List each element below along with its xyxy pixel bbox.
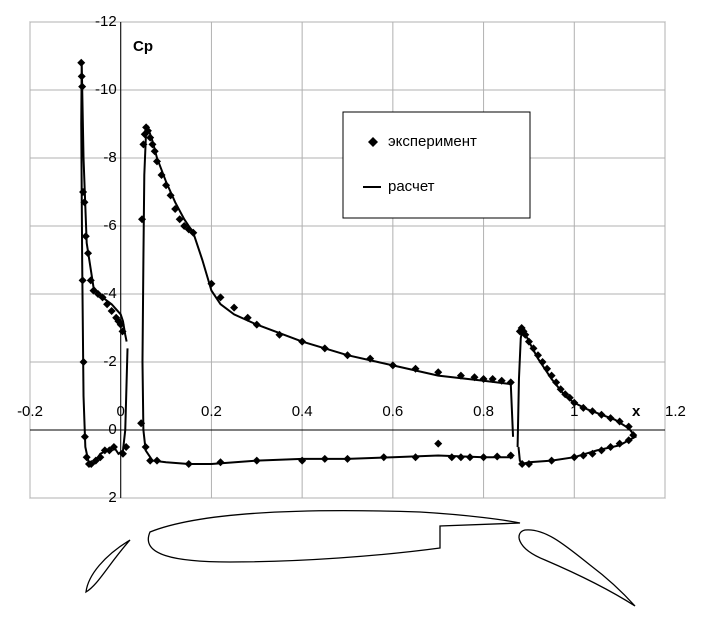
- flap: [518, 529, 636, 607]
- data-point: [298, 456, 307, 465]
- data-point: [175, 215, 184, 224]
- x-tick-label: 1: [570, 403, 578, 420]
- y-tick-label: -10: [95, 81, 117, 98]
- data-point: [624, 422, 633, 431]
- y-tick-label: -4: [103, 285, 116, 302]
- data-point: [506, 451, 515, 460]
- y-tick-label: 0: [108, 421, 116, 438]
- y-axis-label: Cp: [133, 38, 153, 55]
- data-point: [447, 453, 456, 462]
- legend-box: [342, 111, 531, 219]
- legend-label: эксперимент: [388, 133, 477, 150]
- data-point: [230, 303, 239, 312]
- x-tick-label: 0.6: [382, 403, 403, 420]
- legend-label: расчет: [388, 178, 435, 195]
- y-tick-label: -8: [103, 149, 116, 166]
- legend: эксперимент расчет: [342, 111, 531, 219]
- x-tick-label: -0.2: [17, 403, 43, 420]
- x-tick-label: 0.8: [473, 403, 494, 420]
- slat: [85, 539, 131, 594]
- x-tick-label: 0.2: [201, 403, 222, 420]
- y-tick-label: 2: [108, 489, 116, 506]
- y-tick-label: -2: [103, 353, 116, 370]
- data-point: [552, 378, 561, 387]
- calc-line: [80, 62, 638, 466]
- data-point: [107, 307, 116, 315]
- y-tick-label: -6: [103, 217, 116, 234]
- main-element: [147, 509, 521, 563]
- airfoil: [85, 509, 636, 607]
- legend-swatch: [368, 137, 378, 147]
- x-tick-label: 0.4: [292, 403, 313, 420]
- data-point: [434, 439, 443, 448]
- x-axis-label: x: [632, 403, 641, 420]
- x-tick-label: 1.2: [665, 403, 686, 420]
- y-tick-label: -12: [95, 13, 117, 30]
